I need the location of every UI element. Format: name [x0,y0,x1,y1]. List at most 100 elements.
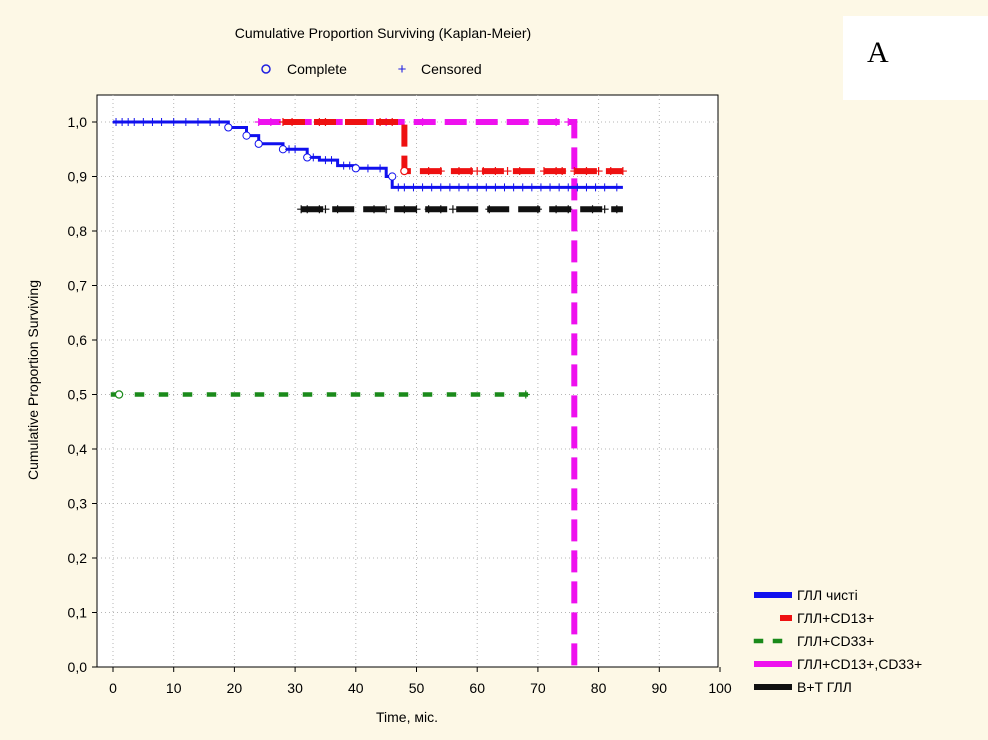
series-legend: ГЛЛ чисті ГЛЛ+CD13+ ГЛЛ+CD33+ ГЛЛ+CD13+,CD3… [753,587,922,695]
marker-legend: Complete + Censored [261,61,482,78]
series-4-censored-marker [552,205,561,214]
series-2-complete-marker [114,390,124,399]
series-4-censored-marker [321,205,330,214]
y-tick-label: 0,7 [68,278,88,294]
y-tick-label: 0,1 [68,605,88,621]
series-1-censored-marker [558,167,567,176]
series-0-censored-marker [527,183,536,192]
complete-legend-label: Complete [287,61,347,77]
series-0-censored-marker [536,183,545,192]
series-0-censored-marker [291,145,300,154]
panel-label-box: A [843,16,988,100]
series-0-complete-marker [388,172,397,181]
censored-legend-icon: + [398,61,407,78]
series-0-complete-marker [224,123,233,132]
y-tick-label: 0,5 [68,387,88,403]
series-1-censored-marker [570,167,579,176]
series-0-censored-marker [482,183,491,192]
series-4-censored-marker [612,205,621,214]
grid-lines [97,95,718,667]
series-3-censored-marker [552,118,561,126]
series-0-censored-marker [139,118,148,126]
series-1-censored-marker [606,167,615,176]
series-0-censored-marker [436,183,445,192]
series-1-censored-marker [388,118,397,126]
series-1-censored-marker [539,167,548,176]
censored-legend-label: Censored [421,61,482,77]
series-0 [112,118,623,192]
series-0-censored-marker [518,183,527,192]
x-axis-label: Time, міс. [376,709,438,725]
series-0-censored-marker [363,164,372,173]
series-0-censored-marker [376,164,385,173]
series-0-censored-marker [427,183,436,192]
complete-legend-icon [261,64,271,74]
series-4-censored-marker [448,205,457,214]
series-0-complete-marker [242,131,251,140]
x-tick-label: 100 [708,680,732,696]
series-0-censored-marker [409,183,418,192]
series-0-complete-marker [351,164,360,173]
y-tick-label: 0,2 [68,550,88,566]
series-4-censored-marker [564,205,573,214]
series-1-censored-marker [491,167,500,176]
legend-label-1: ГЛЛ+CD13+ [797,610,874,626]
series-0-censored-marker [215,118,224,126]
series-2 [110,390,530,399]
x-tick-label: 40 [348,680,364,696]
y-axis: 0,0 0,1 0,2 0,3 0,4 0,5 0,6 0,7 0,8 0,9 1,0 [68,114,97,675]
series-1-censored-marker [582,167,591,176]
series-4-censored-marker [600,205,609,214]
series-0-censored-marker [573,183,582,192]
x-tick-label: 80 [591,680,607,696]
y-tick-label: 0,9 [68,169,88,185]
series-0-censored-marker [181,118,190,126]
series-1-complete-marker [400,166,409,176]
series-0-censored-marker [445,183,454,192]
series-0-censored-marker [546,183,555,192]
series-1 [278,118,627,176]
series-1-censored-marker [594,167,603,176]
series-4-censored-marker [400,205,409,214]
series-0-censored-marker [418,183,427,192]
series-0-censored-marker [500,183,509,192]
series-4-censored-marker [303,205,312,214]
chart-title: Cumulative Proportion Surviving (Kaplan-… [235,25,531,41]
series-4 [297,205,623,214]
series-4-censored-marker [382,205,391,214]
x-axis: 0 10 20 30 40 50 60 70 80 90 100 [109,667,732,696]
x-tick-label: 20 [227,680,243,696]
x-tick-label: 10 [166,680,182,696]
series-0-censored-marker [464,183,473,192]
x-tick-label: 50 [409,680,425,696]
series-0-censored-marker [600,183,609,192]
legend-label-0: ГЛЛ чисті [797,587,858,603]
series-0-censored-marker [509,183,518,192]
plot-area [96,94,719,668]
series-0-censored-marker [591,183,600,192]
x-tick-label: 90 [652,680,668,696]
series-3-censored-marker [564,118,573,126]
series-1-censored-marker [278,118,287,126]
y-tick-label: 0,8 [68,223,88,239]
series-0-censored-marker [612,183,621,192]
series-0-censored-marker [148,118,157,126]
series-1-censored-marker [424,167,433,176]
series-0-censored-marker [491,183,500,192]
series-4-censored-marker [533,205,542,214]
series-1-censored-marker [515,167,524,176]
series-1-censored-marker [376,118,385,126]
series-3-censored-marker [266,118,275,126]
y-axis-label: Cumulative Proportion Surviving [25,280,41,480]
x-tick-label: 60 [469,680,485,696]
y-tick-label: 1,0 [68,114,88,130]
series-0-complete-marker [254,139,263,148]
y-tick-label: 0,0 [68,659,88,675]
series-0-censored-marker [555,183,564,192]
series-2-censored-marker [521,390,530,399]
series-4-censored-marker [370,205,379,214]
series-layer [110,118,627,667]
series-0-censored-marker [169,118,178,126]
series-1-censored-marker [618,167,627,176]
